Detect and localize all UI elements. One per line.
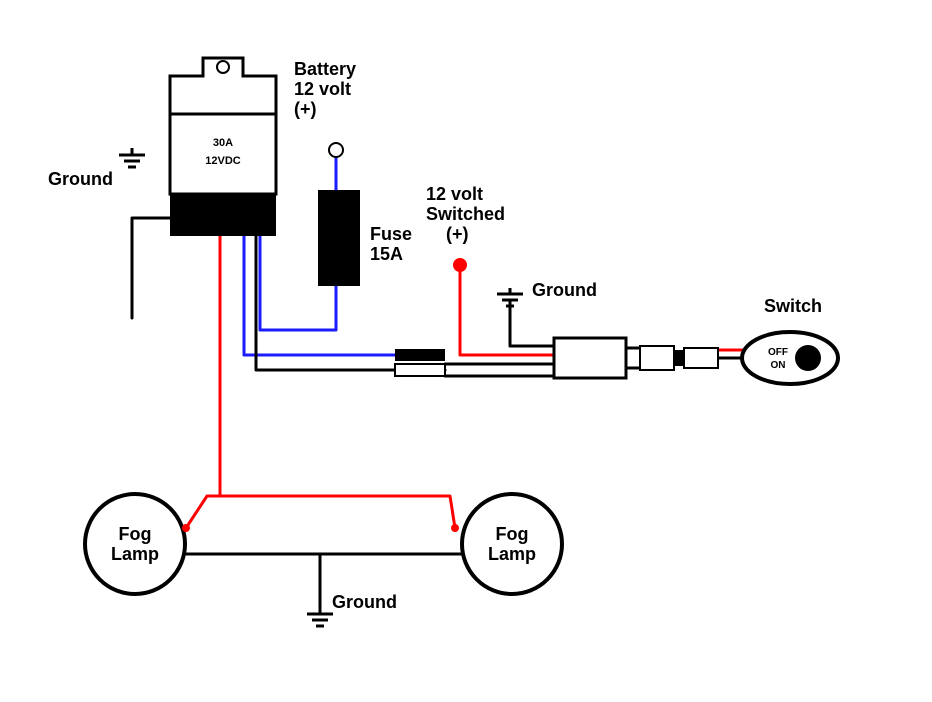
plug-receptacle <box>684 348 718 368</box>
relay-body <box>170 114 276 194</box>
relay-base <box>170 194 276 236</box>
label-battery-3: (+) <box>294 99 317 119</box>
label-battery-1: Battery <box>294 59 356 79</box>
label-ground-right: Ground <box>532 280 597 300</box>
switched-terminal <box>453 258 467 272</box>
label-fog-right-1: Fog <box>496 524 529 544</box>
label-fuse-2: 15A <box>370 244 403 264</box>
inline-connector-top <box>395 349 445 361</box>
label-switched-2: Switched <box>426 204 505 224</box>
label-fog-left-1: Fog <box>119 524 152 544</box>
label-fog-right-2: Lamp <box>488 544 536 564</box>
relay-rating-1: 30A <box>213 137 233 149</box>
relay-hole <box>217 61 229 73</box>
label-switched-3: (+) <box>446 224 469 244</box>
relay-rating-2: 12VDC <box>205 155 241 167</box>
switch-body <box>742 332 838 384</box>
connector-box <box>554 338 626 378</box>
label-fog-left-2: Lamp <box>111 544 159 564</box>
fog-right-red-node <box>451 524 459 532</box>
label-switched-1: 12 volt <box>426 184 483 204</box>
label-ground-bottom: Ground <box>332 592 397 612</box>
plug-body <box>640 346 674 370</box>
switch-on-label: ON <box>771 360 786 371</box>
battery-terminal <box>329 143 343 157</box>
wiring-diagram: 30A12VDCOFFONGroundBattery12 volt(+)Fuse… <box>0 0 932 702</box>
plug-tip <box>674 350 684 366</box>
label-fuse-1: Fuse <box>370 224 412 244</box>
label-switch: Switch <box>764 296 822 316</box>
fuse-body <box>318 190 360 286</box>
inline-connector-bot <box>395 364 445 376</box>
fog-left-red-node <box>182 524 190 532</box>
switch-off-label: OFF <box>768 347 788 358</box>
switch-knob <box>795 345 821 371</box>
label-battery-2: 12 volt <box>294 79 351 99</box>
label-ground-left: Ground <box>48 169 113 189</box>
